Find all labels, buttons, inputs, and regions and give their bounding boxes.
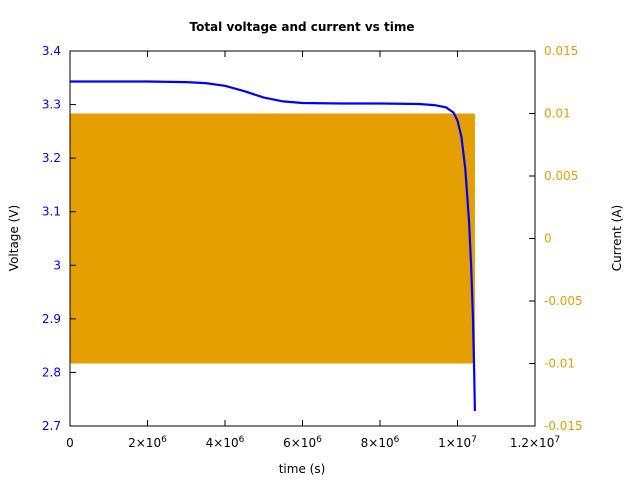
y-tick-label: 2.9 <box>42 312 61 326</box>
y2-tick-label: -0.005 <box>544 294 583 308</box>
y-axis-label: Voltage (V) <box>7 205 21 271</box>
x-tick-label: 6×106 <box>283 435 322 450</box>
y-tick-label: 3.1 <box>42 205 61 219</box>
y-axis-left: 2.7 2.8 2.9 3 3.1 3.2 3.3 3.4 <box>42 44 76 433</box>
y2-tick-label: 0.01 <box>544 107 571 121</box>
x-axis-label: time (s) <box>279 462 326 476</box>
x-tick-label: 2×106 <box>128 435 167 450</box>
voltage-line <box>70 80 476 412</box>
x-tick-label: 1.2×107 <box>510 435 560 450</box>
y-axis-right: -0.015 -0.01 -0.005 0 0.005 0.01 0.015 <box>529 44 583 433</box>
x-tick-label: 8×106 <box>361 435 400 450</box>
y-tick-label: 2.8 <box>42 365 61 379</box>
x-tick-label: 1×107 <box>438 435 477 450</box>
y2-tick-label: 0.015 <box>544 44 578 58</box>
y2-axis-label: Current (A) <box>610 205 624 271</box>
voltage-series <box>70 80 476 412</box>
y2-tick-label: 0.005 <box>544 169 578 183</box>
y-tick-label: 2.7 <box>42 419 61 433</box>
chart-title: Total voltage and current vs time <box>189 20 414 34</box>
y2-tick-label: 0 <box>544 232 552 246</box>
y-tick-label: 3.4 <box>42 44 61 58</box>
current-series <box>70 113 475 364</box>
x-tick-label: 0 <box>66 436 74 450</box>
current-band <box>70 113 475 364</box>
x-tick-label: 4×106 <box>206 435 245 450</box>
y2-tick-label: -0.015 <box>544 419 583 433</box>
y2-tick-label: -0.01 <box>544 357 575 371</box>
y-tick-label: 3.2 <box>42 151 61 165</box>
x-axis: 0 2×106 4×106 6×106 8×106 1×107 1.2×107 <box>66 51 560 450</box>
y-tick-label: 3.3 <box>42 98 61 112</box>
y-tick-label: 3 <box>53 258 61 272</box>
